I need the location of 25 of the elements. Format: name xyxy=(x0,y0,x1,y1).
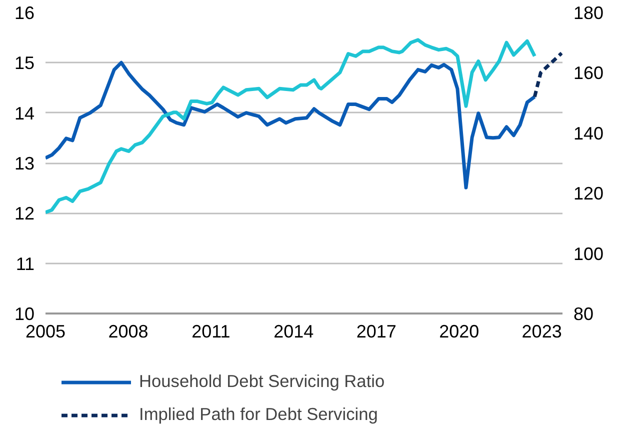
y2-tick-label: 100 xyxy=(574,244,604,264)
y2-tick-label: 180 xyxy=(574,3,604,23)
y-tick-label: 16 xyxy=(14,3,35,23)
y2-tick-label: 80 xyxy=(574,304,594,324)
y-tick-label: 13 xyxy=(14,154,35,174)
y-tick-label: 12 xyxy=(14,204,35,224)
y-tick-label: 11 xyxy=(16,254,34,274)
line-series xyxy=(532,51,562,99)
x-tick-label: 2014 xyxy=(274,322,314,342)
x-tick-label: 2020 xyxy=(439,322,480,342)
y2-tick-label: 120 xyxy=(574,184,604,204)
x-tick-label: 2023 xyxy=(522,322,562,342)
y-tick-label: 15 xyxy=(14,53,35,74)
y-tick-label: 10 xyxy=(14,304,35,324)
legend-label: Implied Path for Debt Servicing xyxy=(139,404,378,425)
y2-tick-label: 140 xyxy=(574,123,604,144)
x-tick-label: 2011 xyxy=(192,322,230,342)
line-series xyxy=(46,60,536,190)
y2-tick-label: 160 xyxy=(574,63,604,84)
x-tick-label: 2008 xyxy=(108,322,148,342)
line-series xyxy=(46,38,536,214)
x-tick-label: 2005 xyxy=(25,322,66,342)
legend-label: Household Debt Servicing Ratio xyxy=(139,371,385,392)
y-tick-label: 14 xyxy=(14,103,35,124)
x-tick-label: 2017 xyxy=(356,322,396,342)
